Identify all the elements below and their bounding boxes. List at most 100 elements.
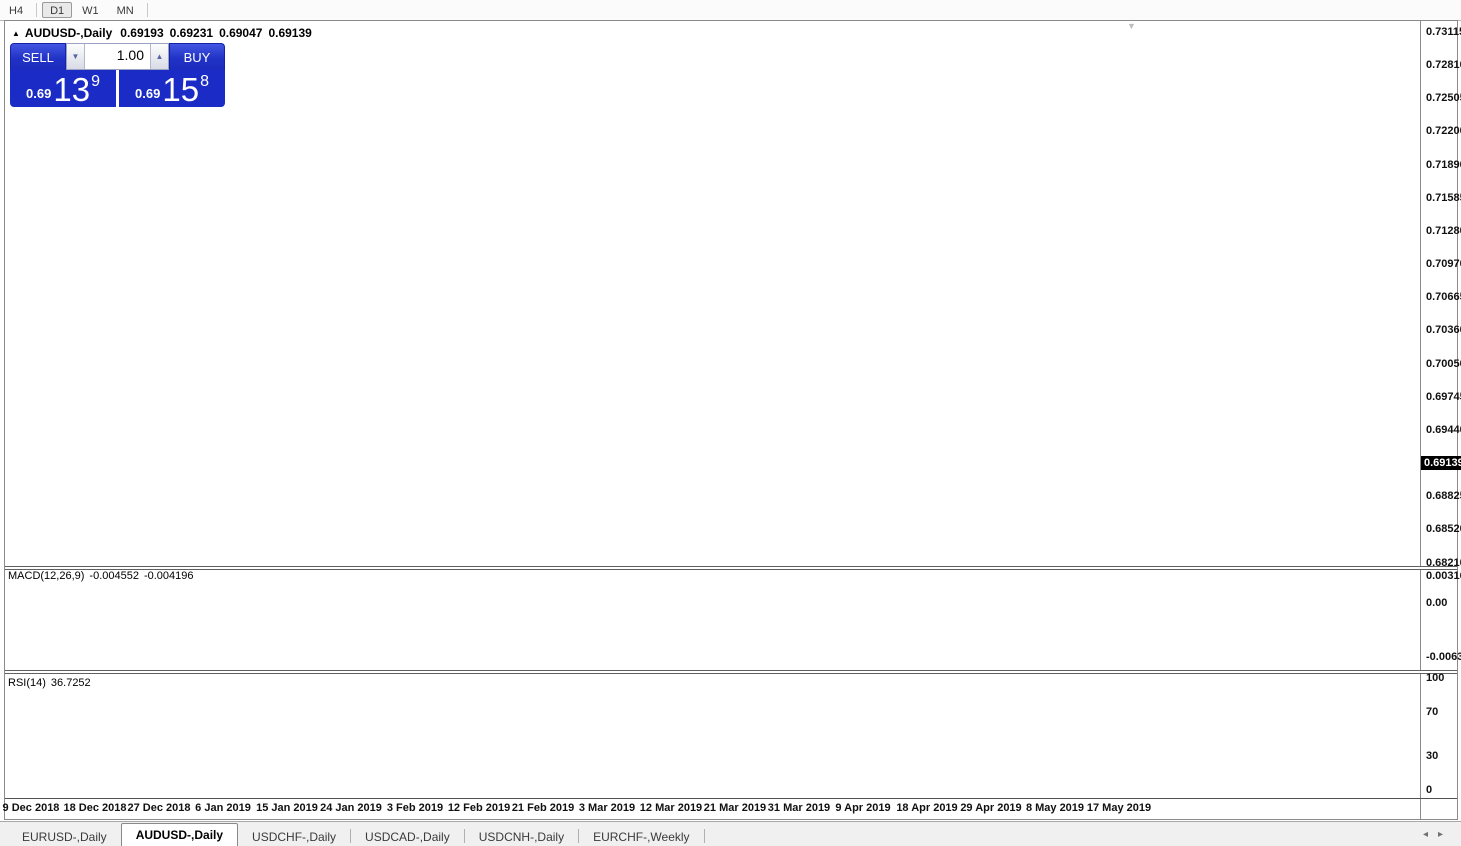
date-axis-label: 8 May 2019 [1025,802,1085,814]
rsi-value: 36.7252 [50,677,91,689]
timeframe-mn-button[interactable]: MN [109,2,142,18]
rsi-axis-label: 100 [1426,672,1445,684]
date-axis-label: 21 Mar 2019 [703,802,767,814]
ohlc-close: 0.69139 [268,26,312,40]
volume-stepper: ▼ 1.00 ▲ [66,43,169,70]
date-axis-label: 31 Mar 2019 [767,802,831,814]
tab-separator [350,829,352,843]
ohlc-open: 0.69193 [120,26,164,40]
buy-price-prefix: 0.69 [135,86,161,101]
rsi-label: RSI(14) 36.7252 [8,677,96,689]
toolbar-separator [36,3,38,17]
buy-price-big-digits: 15 [162,71,200,108]
date-axis-label: 3 Feb 2019 [386,802,444,814]
sell-button[interactable]: SELL [10,43,66,70]
tab-scroll-left-icon[interactable]: ◂ [1422,829,1438,840]
triangle-down-icon: ▼ [71,52,80,61]
volume-input[interactable]: 1.00 [84,44,151,69]
volume-decrease-button[interactable]: ▼ [67,44,84,69]
macd-axis-label: 0.00 [1426,597,1448,610]
rsi-axis-label: 0 [1426,784,1433,796]
macd-pane-splitter[interactable] [5,566,1457,570]
buy-button[interactable]: BUY [169,43,225,70]
date-axis-label: 21 Feb 2019 [511,802,575,814]
ohlc-high: 0.69231 [169,26,214,40]
tab-usdcad-daily[interactable]: USDCAD-,Daily [365,830,450,844]
symbol-label: AUDUSD-,Daily [24,26,113,40]
timeframe-d1-button[interactable]: D1 [42,2,73,18]
tab-eurchf-weekly[interactable]: EURCHF-,Weekly [593,830,690,844]
current-price-badge: 0.69139 [1421,456,1461,471]
macd-name: MACD(12,26,9) [8,570,85,582]
chart-shift-marker-icon[interactable]: ▼ [1127,21,1136,31]
price-axis-label: 0.70665 [1426,291,1461,304]
date-axis-label: 18 Apr 2019 [896,802,958,814]
date-axis-label: 24 Jan 2019 [320,802,382,814]
macd-axis-label: 0.003164 [1426,570,1461,582]
volume-increase-button[interactable]: ▲ [151,44,168,69]
date-axis-label: 27 Dec 2018 [127,802,191,814]
tab-separator [703,829,705,843]
buy-price-pip: 8 [200,73,209,90]
date-axis-label: 3 Mar 2019 [578,802,636,814]
axis-border [1420,21,1421,819]
date-axis-label: 17 May 2019 [1086,802,1152,814]
buy-price-button[interactable]: 0.69 15 8 [119,70,225,107]
tab-eurusd-daily[interactable]: EURUSD-,Daily [22,830,107,844]
tab-scroll-arrows: ◂▸ [1423,829,1453,840]
rsi-pane-splitter[interactable] [5,670,1457,674]
rsi-name: RSI(14) [8,677,46,689]
macd-value-2: -0.004196 [143,570,194,582]
chart-tab-bar: EURUSD-,Daily AUDUSD-,Daily USDCHF-,Dail… [0,821,1461,846]
date-axis-label: 12 Feb 2019 [447,802,511,814]
date-axis-border [5,798,1457,799]
date-axis-label: 29 Apr 2019 [960,802,1022,814]
macd-axis-label: -0.006317 [1426,651,1461,663]
tab-audusd-daily[interactable]: AUDUSD-,Daily [120,823,239,846]
one-click-panel-toggle-icon[interactable]: ▲ [12,29,20,38]
price-axis-label: 0.71585 [1426,191,1461,204]
tab-usdcnh-daily[interactable]: USDCNH-,Daily [478,830,565,844]
tab-separator [463,829,465,843]
timeframe-w1-button[interactable]: W1 [74,2,107,18]
date-axis-label: 12 Mar 2019 [639,802,703,814]
macd-label: MACD(12,26,9) -0.004552 -0.004196 [8,570,199,582]
tab-usdchf-daily[interactable]: USDCHF-,Daily [252,830,337,844]
date-axis-label: 9 Dec 2018 [2,802,60,814]
macd-value-1: -0.004552 [89,570,139,582]
date-axis-label: 6 Jan 2019 [195,802,251,814]
date-axis-label: 9 Apr 2019 [835,802,891,814]
sell-price-big-digits: 13 [53,71,91,108]
tab-scroll-right-icon[interactable]: ▸ [1437,829,1453,840]
price-axis-label: 0.73115 [1426,26,1461,39]
ohlc-low: 0.69047 [219,26,263,40]
price-axis-label: 0.69745 [1426,390,1461,403]
triangle-up-icon: ▲ [155,52,164,61]
sell-price-prefix: 0.69 [26,86,52,101]
timeframe-h4-button[interactable]: H4 [1,2,31,18]
price-axis-label: 0.72505 [1426,92,1461,105]
date-axis-label: 15 Jan 2019 [256,802,318,814]
price-axis-label: 0.68825 [1426,490,1461,503]
rsi-axis-label: 30 [1426,750,1439,763]
date-axis-label: 18 Dec 2018 [63,802,127,814]
one-click-trading-panel: SELL ▼ 1.00 ▲ BUY 0.69 13 9 0.69 15 8 [10,43,225,107]
chart-title: ▲ AUDUSD-,Daily 0.69193 0.69231 0.69047 0.691… [12,26,318,40]
rsi-axis-label: 70 [1426,705,1439,718]
tab-separator [578,829,580,843]
sell-price-button[interactable]: 0.69 13 9 [10,70,116,107]
sell-price-pip: 9 [91,73,100,90]
toolbar-separator [146,3,148,17]
